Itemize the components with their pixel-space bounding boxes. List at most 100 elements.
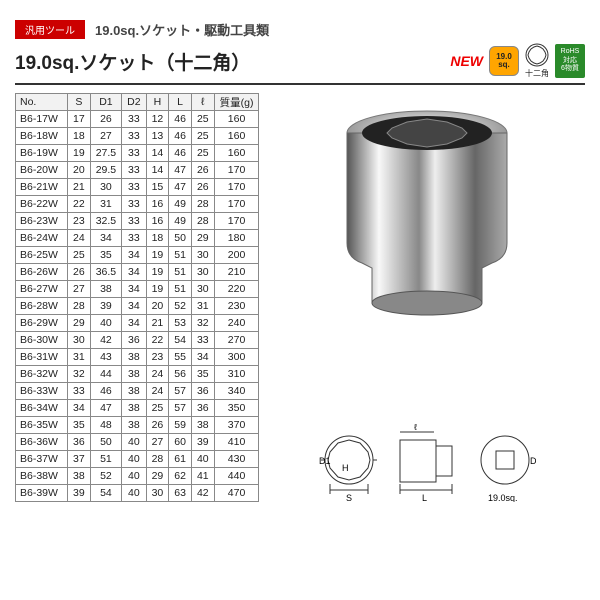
table-header: 質量(g) xyxy=(214,94,259,111)
table-cell: 31 xyxy=(68,349,91,366)
table-cell: 36 xyxy=(68,434,91,451)
table-cell: B6-30W xyxy=(16,332,68,349)
table-row: B6-34W344738255736350 xyxy=(16,400,259,417)
table-row: B6-17W172633124625160 xyxy=(16,111,259,128)
table-cell: 51 xyxy=(90,451,121,468)
dim-h-label: H xyxy=(342,463,349,473)
table-header: D1 xyxy=(90,94,121,111)
table-cell: 16 xyxy=(146,213,169,230)
table-row: B6-20W2029.533144726170 xyxy=(16,162,259,179)
table-cell: 46 xyxy=(169,128,192,145)
table-cell: 20 xyxy=(68,162,91,179)
table-cell: 340 xyxy=(214,383,259,400)
table-cell: 37 xyxy=(68,451,91,468)
table-cell: 19 xyxy=(68,145,91,162)
table-cell: 50 xyxy=(169,230,192,247)
table-row: B6-24W243433185029180 xyxy=(16,230,259,247)
table-cell: 46 xyxy=(169,111,192,128)
drive-size-badge: 19.0 sq. xyxy=(489,46,519,76)
dim-s-label: S xyxy=(346,493,352,502)
table-cell: 40 xyxy=(122,434,146,451)
table-cell: 19 xyxy=(146,281,169,298)
table-cell: 54 xyxy=(90,485,121,502)
table-cell: 54 xyxy=(169,332,192,349)
table-cell: 25 xyxy=(68,247,91,264)
table-cell: 32 xyxy=(191,315,214,332)
table-cell: 22 xyxy=(68,196,91,213)
table-cell: 350 xyxy=(214,400,259,417)
table-row: B6-30W304236225433270 xyxy=(16,332,259,349)
table-cell: 26 xyxy=(90,111,121,128)
table-cell: 34 xyxy=(68,400,91,417)
table-cell: 23 xyxy=(68,213,91,230)
table-row: B6-28W283934205231230 xyxy=(16,298,259,315)
table-cell: 170 xyxy=(214,162,259,179)
table-cell: B6-36W xyxy=(16,434,68,451)
table-cell: 14 xyxy=(146,145,169,162)
table-cell: 48 xyxy=(90,417,121,434)
table-cell: 40 xyxy=(122,468,146,485)
table-row: B6-26W2636.534195130210 xyxy=(16,264,259,281)
table-cell: 32 xyxy=(68,366,91,383)
table-cell: 51 xyxy=(169,281,192,298)
table-row: B6-21W213033154726170 xyxy=(16,179,259,196)
table-cell: 160 xyxy=(214,145,259,162)
table-cell: 33 xyxy=(68,383,91,400)
table-cell: 35 xyxy=(191,366,214,383)
table-cell: 30 xyxy=(146,485,169,502)
table-cell: 56 xyxy=(169,366,192,383)
table-cell: 34 xyxy=(90,230,121,247)
table-cell: 33 xyxy=(122,213,146,230)
table-cell: 53 xyxy=(169,315,192,332)
table-cell: 52 xyxy=(90,468,121,485)
table-cell: 30 xyxy=(68,332,91,349)
table-cell: 36 xyxy=(122,332,146,349)
table-cell: 33 xyxy=(122,145,146,162)
rohs-badge: RoHS 対応 6物質 xyxy=(555,44,585,78)
table-cell: 12 xyxy=(146,111,169,128)
table-cell: B6-37W xyxy=(16,451,68,468)
table-cell: 21 xyxy=(146,315,169,332)
table-row: B6-31W314338235534300 xyxy=(16,349,259,366)
dim-drive-label: 19.0sq. xyxy=(488,493,518,502)
table-cell: 47 xyxy=(169,179,192,196)
table-cell: 40 xyxy=(191,451,214,468)
table-header: H xyxy=(146,94,169,111)
dim-l-label: L xyxy=(422,493,427,502)
table-cell: 36.5 xyxy=(90,264,121,281)
table-cell: 40 xyxy=(90,315,121,332)
table-cell: 33 xyxy=(122,111,146,128)
table-row: B6-32W324438245635310 xyxy=(16,366,259,383)
table-cell: 40 xyxy=(122,451,146,468)
table-cell: 35 xyxy=(90,247,121,264)
table-cell: 34 xyxy=(122,281,146,298)
table-cell: 38 xyxy=(68,468,91,485)
table-cell: 26 xyxy=(191,179,214,196)
table-cell: 26 xyxy=(146,417,169,434)
table-cell: 30 xyxy=(191,247,214,264)
spec-table: No.SD1D2HLℓ質量(g) B6-17W172633124625160B6… xyxy=(15,93,259,502)
table-cell: 27 xyxy=(90,128,121,145)
table-cell: 38 xyxy=(90,281,121,298)
table-cell: B6-33W xyxy=(16,383,68,400)
table-cell: 200 xyxy=(214,247,259,264)
table-cell: B6-27W xyxy=(16,281,68,298)
table-cell: 440 xyxy=(214,468,259,485)
rohs-line1: RoHS xyxy=(556,48,584,56)
table-cell: 25 xyxy=(146,400,169,417)
table-cell: 170 xyxy=(214,196,259,213)
table-cell: 16 xyxy=(146,196,169,213)
table-cell: 44 xyxy=(90,366,121,383)
category-tag: 汎用ツール xyxy=(15,20,85,39)
table-cell: B6-18W xyxy=(16,128,68,145)
table-cell: 29 xyxy=(68,315,91,332)
table-cell: 42 xyxy=(191,485,214,502)
table-cell: 27 xyxy=(146,434,169,451)
table-cell: B6-32W xyxy=(16,366,68,383)
table-cell: B6-20W xyxy=(16,162,68,179)
table-row: B6-36W365040276039410 xyxy=(16,434,259,451)
table-cell: 40 xyxy=(122,485,146,502)
table-cell: 230 xyxy=(214,298,259,315)
table-cell: 20 xyxy=(146,298,169,315)
table-cell: 220 xyxy=(214,281,259,298)
